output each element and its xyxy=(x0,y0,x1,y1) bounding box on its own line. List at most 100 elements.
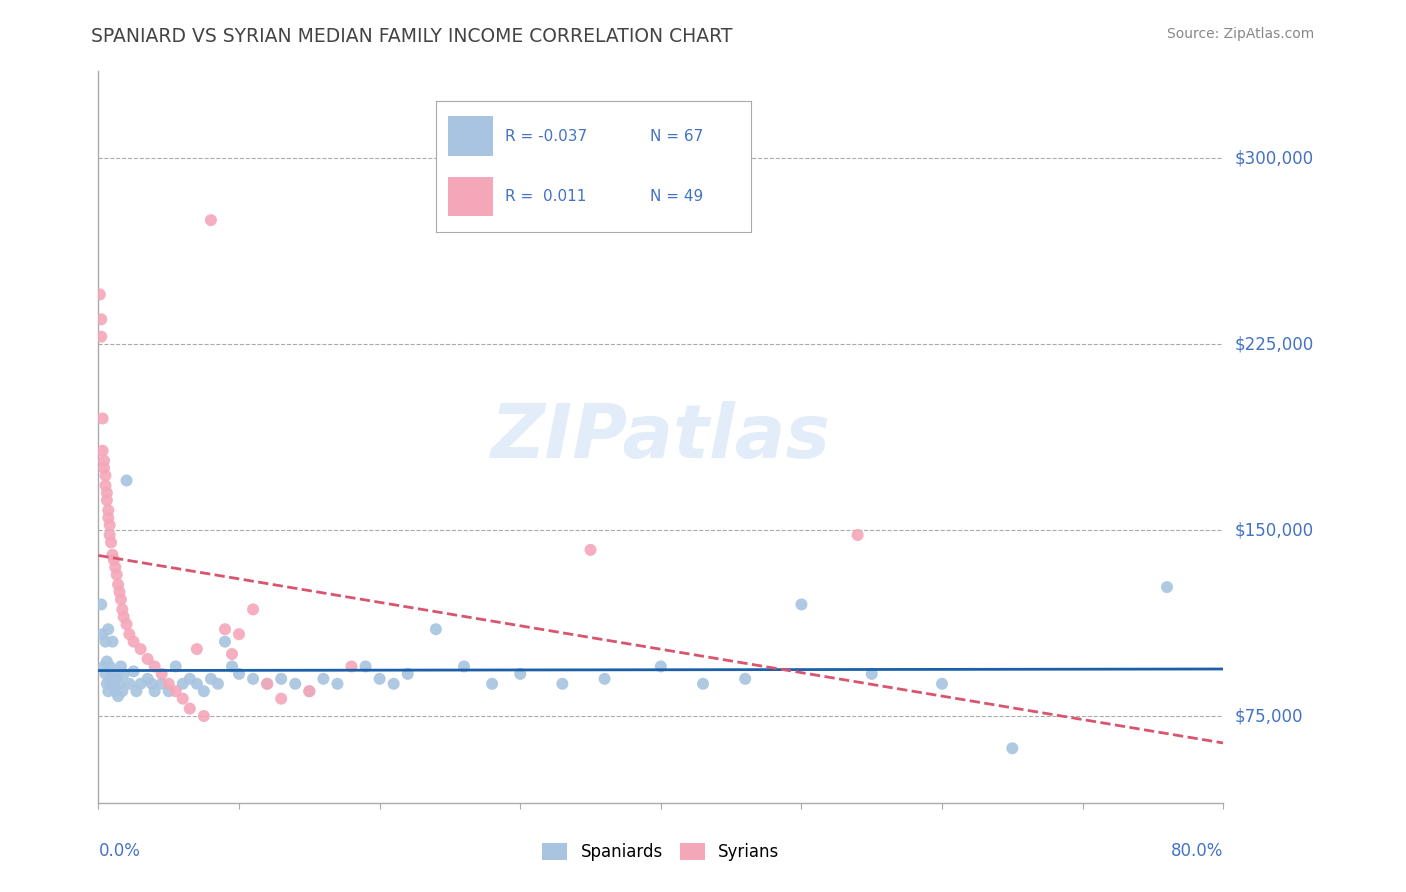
Point xyxy=(509,666,531,681)
Point xyxy=(98,528,121,542)
Point xyxy=(551,677,574,691)
Point xyxy=(97,684,120,698)
Point xyxy=(107,689,129,703)
Text: 80.0%: 80.0% xyxy=(1171,842,1223,860)
Point xyxy=(340,659,363,673)
Point xyxy=(256,677,278,691)
Point xyxy=(425,622,447,636)
Point xyxy=(129,642,152,657)
Point xyxy=(179,701,201,715)
Point xyxy=(157,677,180,691)
Point xyxy=(143,684,166,698)
Point xyxy=(354,659,377,673)
Point xyxy=(931,677,953,691)
Point xyxy=(312,672,335,686)
Point xyxy=(790,598,813,612)
Point xyxy=(104,560,127,574)
Point xyxy=(89,287,111,301)
Point xyxy=(101,666,124,681)
Point xyxy=(579,542,602,557)
Text: 0.0%: 0.0% xyxy=(98,842,141,860)
Point xyxy=(453,659,475,673)
Point xyxy=(104,684,127,698)
Point xyxy=(91,411,114,425)
Point xyxy=(382,677,405,691)
Point xyxy=(97,510,120,524)
Point xyxy=(179,672,201,686)
Point xyxy=(108,677,131,691)
Point xyxy=(692,677,714,691)
Point xyxy=(118,627,141,641)
Point xyxy=(734,672,756,686)
Point xyxy=(228,666,250,681)
Point xyxy=(101,548,124,562)
Point xyxy=(284,677,307,691)
Point xyxy=(1001,741,1024,756)
Point xyxy=(107,577,129,591)
Point xyxy=(103,553,125,567)
Point xyxy=(111,602,134,616)
Point xyxy=(91,443,114,458)
Point xyxy=(105,672,128,686)
Point xyxy=(115,474,138,488)
Text: Source: ZipAtlas.com: Source: ZipAtlas.com xyxy=(1167,27,1315,41)
Point xyxy=(94,468,117,483)
Point xyxy=(143,659,166,673)
Point xyxy=(136,672,159,686)
Point xyxy=(103,677,125,691)
Legend: Spaniards, Syrians: Spaniards, Syrians xyxy=(536,836,786,868)
Point xyxy=(96,677,118,691)
Point xyxy=(101,634,124,648)
Point xyxy=(368,672,391,686)
Point xyxy=(270,691,292,706)
Point xyxy=(650,659,672,673)
Point xyxy=(96,486,118,500)
Point xyxy=(326,677,349,691)
Text: SPANIARD VS SYRIAN MEDIAN FAMILY INCOME CORRELATION CHART: SPANIARD VS SYRIAN MEDIAN FAMILY INCOME … xyxy=(91,27,733,45)
Point xyxy=(111,684,134,698)
Point xyxy=(200,672,222,686)
Point xyxy=(207,677,229,691)
Point xyxy=(1156,580,1178,594)
Point xyxy=(860,666,883,681)
Text: $150,000: $150,000 xyxy=(1234,521,1313,539)
Point xyxy=(90,598,112,612)
Point xyxy=(90,312,112,326)
Point xyxy=(91,627,114,641)
Point xyxy=(136,652,159,666)
Point xyxy=(593,672,616,686)
Point xyxy=(94,634,117,648)
Point xyxy=(221,659,243,673)
Point xyxy=(118,677,141,691)
Point xyxy=(93,659,115,673)
Point xyxy=(90,329,112,343)
Point xyxy=(100,677,122,691)
Point xyxy=(125,684,148,698)
Point xyxy=(242,672,264,686)
Point xyxy=(108,585,131,599)
Point xyxy=(94,478,117,492)
Point xyxy=(93,461,115,475)
Text: ZIPatlas: ZIPatlas xyxy=(491,401,831,474)
Point xyxy=(150,677,173,691)
Point xyxy=(98,672,121,686)
Point xyxy=(193,709,215,723)
Point xyxy=(141,677,163,691)
Point xyxy=(96,655,118,669)
Point xyxy=(105,567,128,582)
Point xyxy=(396,666,419,681)
Text: $75,000: $75,000 xyxy=(1234,707,1303,725)
Point xyxy=(112,610,135,624)
Point xyxy=(165,659,187,673)
Point xyxy=(112,666,135,681)
Point xyxy=(186,677,208,691)
Point xyxy=(97,503,120,517)
Point xyxy=(100,535,122,549)
Point xyxy=(256,677,278,691)
Point xyxy=(200,213,222,227)
Point xyxy=(122,634,145,648)
Point xyxy=(186,642,208,657)
Point xyxy=(270,672,292,686)
Point xyxy=(214,634,236,648)
Point xyxy=(172,691,194,706)
